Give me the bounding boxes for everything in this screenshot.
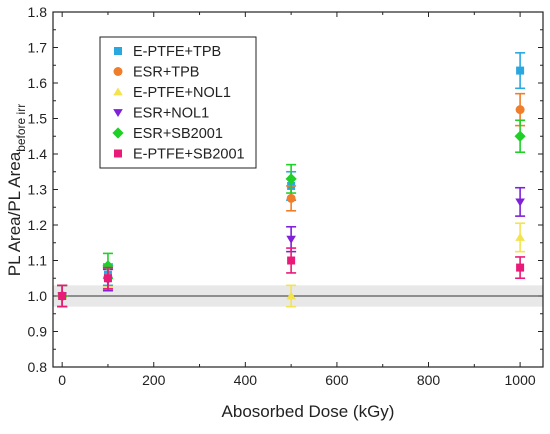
y-axis-title-subscript: before irr xyxy=(14,104,28,152)
x-tick-label: 400 xyxy=(234,372,258,388)
x-tick-label: 0 xyxy=(58,372,66,388)
legend-label: ESR+TPB xyxy=(133,65,199,81)
y-tick-label: 1.0 xyxy=(28,288,48,304)
data-point xyxy=(515,198,525,207)
y-tick-label: 1.8 xyxy=(28,4,48,20)
legend-entry-e-ptfe-nol1: E-PTFE+NOL1 xyxy=(113,85,231,101)
y-tick-label: 1.5 xyxy=(28,111,48,127)
legend-entry-esr-nol1: ESR+NOL1 xyxy=(113,106,209,122)
y-axis-title-main: PL Area/PL Area xyxy=(5,151,24,276)
legend-label: ESR+SB2001 xyxy=(133,126,223,142)
y-tick-label: 0.8 xyxy=(28,359,48,375)
series-layer xyxy=(56,52,526,308)
x-axis-title: Abosorbed Dose (kGy) xyxy=(222,402,395,421)
data-point xyxy=(515,105,525,115)
legend-entry-esr-tpb: ESR+TPB xyxy=(113,65,199,81)
ticks-layer: 0 200 400 600 800 1000 0.8 0.9 1.0 1.1 1.2 1.3 1.4 1.… xyxy=(28,4,543,388)
data-point xyxy=(516,263,525,272)
y-tick-label: 1.6 xyxy=(28,75,48,91)
legend-marker xyxy=(113,87,123,96)
legend-label: ESR+NOL1 xyxy=(133,106,209,122)
data-point xyxy=(58,292,67,300)
y-tick-label: 1.4 xyxy=(28,146,48,162)
legend-label: E-PTFE+TPB xyxy=(133,44,221,60)
legend-label: E-PTFE+NOL1 xyxy=(133,85,231,101)
data-point xyxy=(515,232,525,241)
x-tick-label: 600 xyxy=(325,372,349,388)
legend-marker xyxy=(112,127,124,139)
legend-entry-e-ptfe-sb2001: E-PTFE+SB2001 xyxy=(114,147,245,163)
y-tick-label: 0.9 xyxy=(28,324,48,340)
y-tick-label: 1.2 xyxy=(28,217,48,233)
data-point xyxy=(102,260,114,272)
y-tick-label: 1.1 xyxy=(28,253,48,269)
series-e-ptfe-sb2001 xyxy=(57,247,526,308)
legend: E-PTFE+TPB ESR+TPB E-PTFE+NOL1 ESR+NOL1 ESR+… xyxy=(99,36,257,169)
data-point xyxy=(286,291,296,300)
legend-marker xyxy=(114,47,122,55)
legend-box xyxy=(99,36,257,169)
x-tick-label: 800 xyxy=(417,372,441,388)
legend-entry-e-ptfe-tpb: E-PTFE+TPB xyxy=(114,44,221,60)
y-axis-title: PL Area/PL Areabefore irr xyxy=(5,104,28,276)
data-point xyxy=(286,193,296,203)
x-tick-label: 1000 xyxy=(505,372,536,388)
y-tick-label: 1.3 xyxy=(28,182,48,198)
y-tick-label: 1.7 xyxy=(28,40,48,56)
legend-entry-esr-sb2001: ESR+SB2001 xyxy=(112,126,223,142)
legend-label: E-PTFE+SB2001 xyxy=(133,147,245,163)
legend-marker xyxy=(113,109,123,118)
legend-marker xyxy=(113,67,123,76)
data-point xyxy=(286,235,296,244)
data-point xyxy=(103,274,112,283)
data-point xyxy=(285,173,297,185)
data-point xyxy=(287,256,296,265)
reference-band-layer xyxy=(53,285,543,307)
legend-marker xyxy=(114,149,122,158)
x-tick-label: 200 xyxy=(142,372,166,388)
data-point xyxy=(516,66,525,75)
data-point xyxy=(514,130,526,142)
